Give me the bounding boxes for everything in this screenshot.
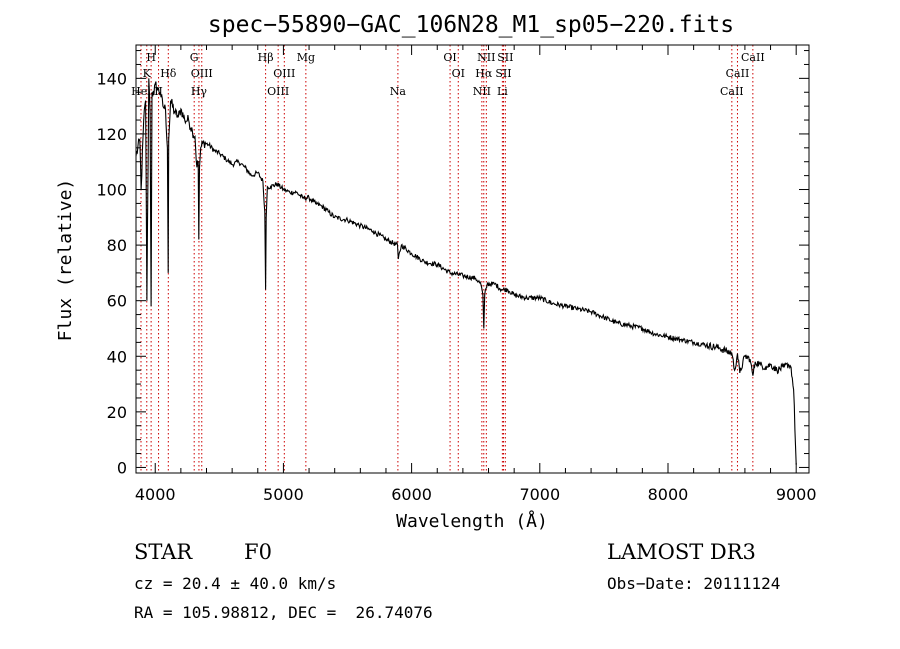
y-tick-label-2: 40 (107, 347, 127, 366)
line-label-22: CaII (726, 67, 750, 80)
spectrum-line (135, 78, 797, 465)
line-label-9: OIII (267, 85, 289, 98)
line-label-13: OI (443, 51, 456, 64)
line-label-16: NII (477, 51, 495, 64)
line-label-7: OIII (191, 67, 213, 80)
y-axis: 0 20 40 60 80 100 120 140 (96, 50, 809, 477)
redshift-value: cz = 20.4 ± 40.0 km/s (134, 574, 337, 593)
object-subclass: F0 (244, 540, 272, 564)
line-label-10: OIII (273, 67, 295, 80)
coordinates: RA = 105.98812, DEC = 26.74076 (134, 603, 433, 622)
line-label-12: Na (390, 85, 407, 98)
x-axis-label: Wavelength (Å) (396, 510, 548, 532)
line-label-18: Li (497, 85, 508, 98)
line-label-20: SII (497, 51, 513, 64)
x-tick-label-4: 8000 (648, 485, 689, 504)
plot-frame (135, 44, 810, 474)
x-tick-label-1: 5000 (263, 485, 304, 504)
chart-title: spec−55890−GAC_106N28_M1_sp05−220.fits (208, 12, 734, 38)
line-label-8: Hβ (258, 51, 274, 64)
line-label-21: CaII (720, 85, 744, 98)
object-class: STAR (134, 540, 193, 564)
spectral-line-labels: HelKHIIHδGHγOIIIHβOIIIOIIIMgNaOIOINIINII… (131, 51, 765, 98)
y-tick-label-0: 0 (117, 458, 127, 477)
y-tick-label-3: 60 (107, 292, 127, 311)
x-tick-label-2: 6000 (391, 485, 432, 504)
observation-date: Obs−Date: 20111124 (607, 574, 781, 593)
line-label-19: SII (495, 67, 511, 80)
x-tick-label-5: 9000 (776, 485, 817, 504)
line-label-6: Hγ (191, 85, 208, 98)
line-label-11: Mg (297, 51, 315, 64)
spectral-line-markers (140, 45, 754, 473)
y-tick-label-5: 100 (96, 181, 127, 200)
line-label-14: OI (452, 67, 465, 80)
line-label-15: NII (473, 85, 491, 98)
y-axis-label: Flux (relative) (55, 179, 76, 342)
x-axis: 4000 5000 6000 7000 8000 9000 (135, 45, 817, 504)
y-tick-label-4: 80 (107, 236, 127, 255)
line-label-17: Hα (475, 67, 493, 80)
line-label-5: G (190, 51, 199, 64)
x-tick-label-3: 7000 (519, 485, 560, 504)
line-label-1: K (143, 67, 152, 80)
y-tick-label-1: 20 (107, 403, 127, 422)
survey-name: LAMOST DR3 (607, 540, 756, 564)
y-tick-label-6: 120 (96, 125, 127, 144)
line-label-4: Hδ (160, 67, 177, 80)
x-tick-label-0: 4000 (135, 485, 176, 504)
y-tick-label-7: 140 (96, 69, 127, 88)
line-label-2: H (146, 51, 156, 64)
line-label-23: CaII (741, 51, 765, 64)
